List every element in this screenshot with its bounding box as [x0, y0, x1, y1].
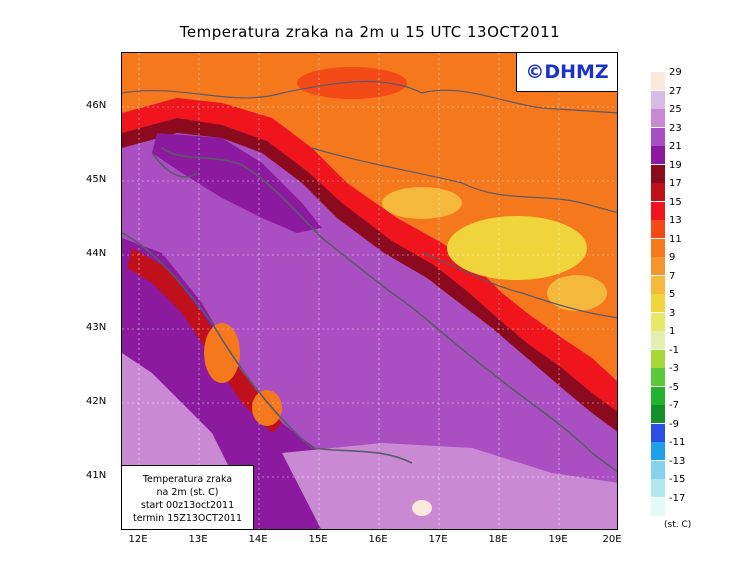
- legend-swatch: [651, 275, 665, 294]
- legend-label: 17: [669, 178, 682, 189]
- legend-swatch: [651, 201, 665, 220]
- legend-swatch: [651, 442, 665, 460]
- legend-label: 23: [669, 122, 682, 134]
- lon-label: 17E: [428, 534, 448, 545]
- legend-label: -11: [669, 437, 686, 448]
- legend-label: 19: [669, 159, 682, 171]
- legend-swatch: [651, 349, 665, 368]
- legend-label: 7: [669, 270, 676, 282]
- legend-swatch: [651, 257, 665, 275]
- legend-swatch: [651, 90, 665, 109]
- temperature-map: [121, 52, 618, 530]
- inland-cool-patch: [382, 187, 462, 219]
- country-borders: [122, 80, 617, 319]
- info-line: start 00z13oct2011: [140, 500, 235, 511]
- land-warm-zone: [122, 53, 617, 382]
- legend-label: -5: [669, 381, 679, 393]
- legend-swatch: [651, 127, 665, 146]
- legend-units: (st. C): [664, 520, 692, 530]
- lon-label: 18E: [488, 534, 508, 545]
- lat-label: 44N: [86, 248, 107, 259]
- coastline: [122, 147, 617, 473]
- legend-label: 21: [669, 141, 682, 152]
- legend-swatch: [651, 460, 665, 479]
- legend-label: 11: [669, 233, 682, 245]
- legend-swatch: [651, 72, 665, 90]
- lat-label: 45N: [86, 174, 107, 185]
- lat-label: 43N: [86, 322, 107, 333]
- lon-label: 12E: [128, 534, 148, 545]
- lon-label: 16E: [368, 534, 388, 545]
- inland-cool-patch: [447, 216, 587, 280]
- inland-cool-patch: [547, 275, 607, 311]
- south-sea-light: [282, 443, 617, 529]
- warm-spot: [412, 500, 432, 516]
- legend-label: 29: [669, 67, 682, 78]
- legend-label: -15: [669, 474, 686, 485]
- legend-swatch: [651, 479, 665, 497]
- legend-label: 13: [669, 215, 682, 226]
- lat-label: 41N: [86, 470, 107, 481]
- legend-label: -9: [669, 418, 679, 430]
- legend-swatch: [651, 220, 665, 238]
- legend-label: 25: [669, 104, 682, 115]
- legend-swatch: [651, 238, 665, 257]
- legend-label: 27: [669, 85, 682, 97]
- legend-label: 3: [669, 307, 676, 319]
- lon-label: 19E: [548, 534, 568, 545]
- italy-peak: [252, 390, 282, 426]
- legend-label: -7: [669, 400, 679, 411]
- italy-peak: [204, 323, 240, 383]
- info-line: Temperatura zraka: [142, 474, 233, 485]
- lat-label: 42N: [86, 396, 107, 407]
- legend-swatch: [651, 386, 665, 405]
- inland-warm-patch: [297, 67, 407, 99]
- info-line: na 2m (st. C): [156, 487, 219, 498]
- legend-swatch: [651, 331, 665, 349]
- lat-label: 46N: [86, 100, 107, 111]
- italy-mountains: [127, 248, 282, 433]
- legend-label: 1: [669, 326, 676, 337]
- legend-label: 9: [669, 252, 676, 263]
- temperature-field: [122, 53, 617, 529]
- legend-swatch: [651, 405, 665, 423]
- legend-swatch: [651, 183, 665, 201]
- lon-label: 13E: [188, 534, 208, 545]
- legend-swatch: [651, 312, 665, 331]
- legend-swatch: [651, 146, 665, 164]
- legend-label: 15: [669, 196, 682, 208]
- legend-label: 5: [669, 289, 676, 300]
- legend-swatch: [651, 368, 665, 386]
- legend-label: -1: [669, 344, 679, 356]
- lon-label: 20E: [602, 534, 622, 545]
- legend-swatch: [651, 109, 665, 127]
- lon-label: 15E: [308, 534, 328, 545]
- legend-swatch: [651, 497, 665, 516]
- info-box: Temperatura zraka na 2m (st. C) start 00…: [121, 465, 254, 530]
- legend-label: -3: [669, 363, 679, 374]
- lon-label: 14E: [248, 534, 268, 545]
- map-title: Temperatura zraka na 2m u 15 UTC 13OCT20…: [179, 23, 561, 41]
- legend-swatch: [651, 164, 665, 183]
- legend-swatch: [651, 423, 665, 442]
- dhmz-logo: ©DHMZ: [516, 52, 618, 92]
- legend-label: -17: [669, 492, 686, 504]
- info-line: termin 15Z13OCT2011: [132, 513, 243, 524]
- legend-label: -13: [669, 455, 686, 467]
- legend-swatch: [651, 294, 665, 312]
